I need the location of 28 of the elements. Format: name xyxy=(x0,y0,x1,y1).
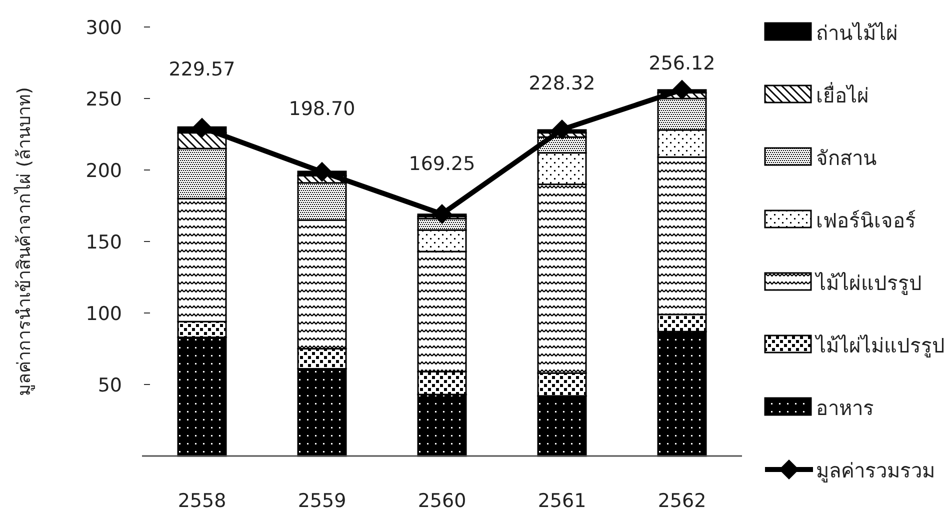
legend-label: เฟอร์นิเจอร์ xyxy=(816,208,916,232)
y-tick-label: 200 xyxy=(86,160,122,182)
point xyxy=(552,120,572,140)
point xyxy=(192,118,212,138)
legend-label: ไม้ไผ่ไม่แปรรูป xyxy=(814,334,945,358)
x-tick-label: 2561 xyxy=(538,490,586,512)
legend-label: ไม้ไผ่แปรรูป xyxy=(814,271,922,296)
y-tick-label: 100 xyxy=(86,303,122,325)
x-tick-label: 2559 xyxy=(298,490,346,512)
y-tick-label: 300 xyxy=(86,17,122,39)
x-tick-label: 2558 xyxy=(178,490,226,512)
legend-label: จักสาน xyxy=(816,146,877,170)
data-label: 228.32 xyxy=(528,72,596,94)
legend-label: ถ่านไม้ไผ่ xyxy=(816,21,898,45)
y-tick-label: 150 xyxy=(86,232,122,254)
legend-label: อาหาร xyxy=(816,396,874,420)
y-tick-label: 250 xyxy=(86,88,122,110)
legend-label: มูลค่ารวมรวม xyxy=(816,458,935,484)
x-tick-label: 2560 xyxy=(418,490,466,512)
y-tick-label: 50 xyxy=(98,374,122,396)
data-label: 256.12 xyxy=(648,52,716,75)
x-tick-label: 2562 xyxy=(658,490,706,512)
data-label: 198.70 xyxy=(288,98,356,120)
data-label: 169.25 xyxy=(408,152,476,175)
point xyxy=(432,204,452,224)
y-axis-title: มูลค่าการนำเข้าสินค้าจากไผ่ (ล้านบาท) xyxy=(13,87,35,396)
legend-label: เยื่อไผ่ xyxy=(816,82,869,108)
data-label: 229.57 xyxy=(168,58,236,81)
